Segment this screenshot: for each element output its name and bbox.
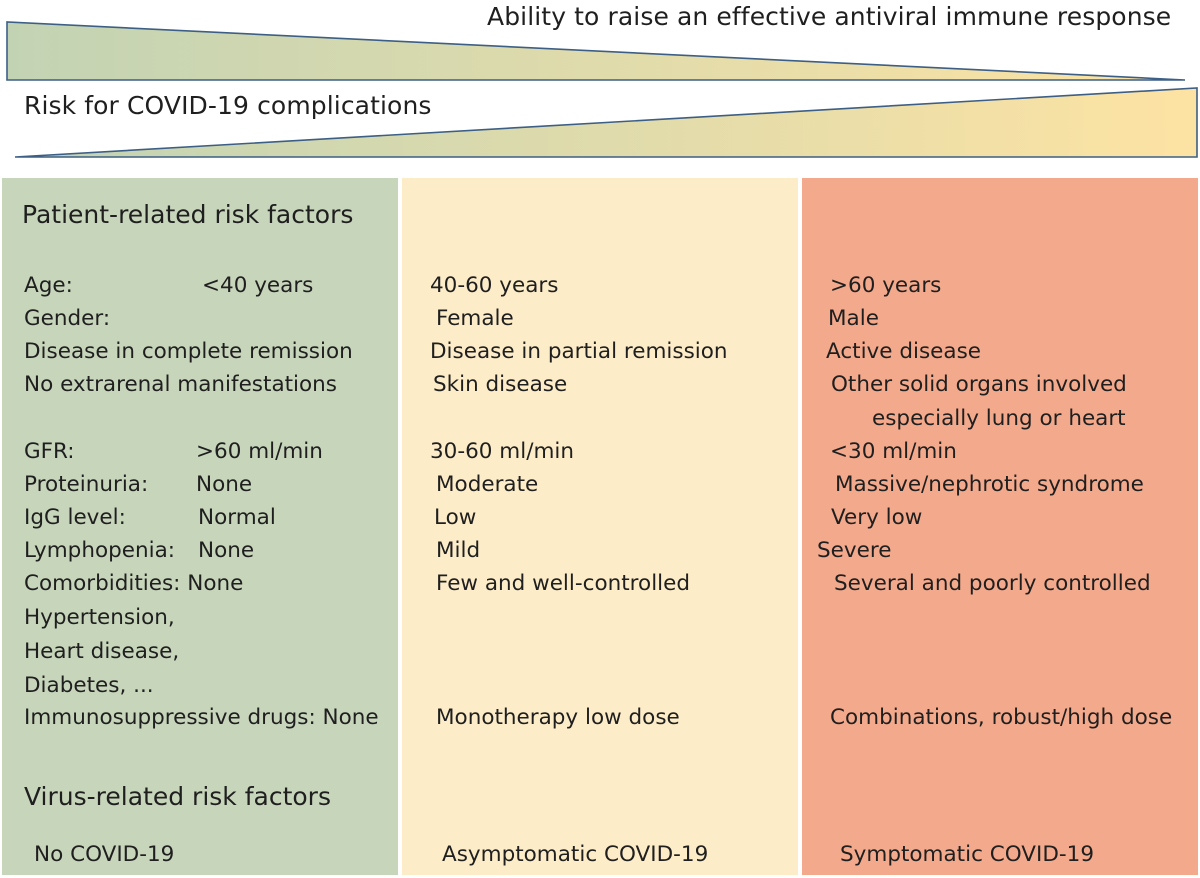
immune-response-label: Ability to raise an effective antiviral …: [487, 2, 1172, 31]
low-comorbidities: Comorbidities: None: [24, 571, 244, 596]
age-label: Age:: [24, 273, 73, 298]
mid-gender-value: Female: [436, 306, 514, 331]
high-gfr-value: <30 ml/min: [830, 439, 957, 464]
mid-immunosuppressive-drugs: Monotherapy low dose: [436, 705, 680, 730]
mid-virus-status: Asymptomatic COVID-19: [442, 842, 709, 867]
patient-factors-heading: Patient-related risk factors: [22, 200, 354, 229]
low-age-value: <40 years: [202, 273, 314, 298]
comorbidity-heart-disease: Heart disease,: [24, 639, 180, 664]
low-igg-value: Normal: [198, 505, 276, 530]
mid-igg-value: Low: [434, 505, 477, 530]
proteinuria-label: Proteinuria:: [24, 472, 149, 497]
high-age-value: >60 years: [830, 273, 942, 298]
low-risk-panel: [2, 178, 398, 875]
low-virus-status: No COVID-19: [34, 842, 175, 867]
covid-risk-wedge: [14, 87, 1198, 158]
moderate-risk-panel: [402, 178, 798, 875]
low-immunosuppressive-drugs: Immunosuppressive drugs: None: [24, 705, 379, 730]
gfr-label: GFR:: [24, 439, 75, 464]
high-proteinuria-value: Massive/nephrotic syndrome: [835, 472, 1144, 497]
high-manifestations-detail: especially lung or heart: [872, 406, 1126, 431]
high-immunosuppressive-drugs: Combinations, robust/high dose: [830, 705, 1173, 730]
low-gfr-value: >60 ml/min: [196, 439, 323, 464]
high-igg-value: Very low: [831, 505, 923, 530]
high-gender-value: Male: [828, 306, 879, 331]
low-manifestations: No extrarenal manifestations: [24, 372, 337, 397]
lymphopenia-label: Lymphopenia:: [24, 538, 175, 563]
igg-label: IgG level:: [24, 505, 126, 530]
gender-label: Gender:: [24, 306, 111, 331]
mid-gfr-value: 30-60 ml/min: [430, 439, 575, 464]
virus-factors-heading: Virus-related risk factors: [24, 782, 331, 811]
gradient-wedges: [6, 21, 1198, 158]
low-remission: Disease in complete remission: [24, 339, 353, 364]
high-lymphopenia-value: Severe: [817, 538, 892, 563]
comorbidity-hypertension: Hypertension,: [24, 605, 175, 630]
mid-age-value: 40-60 years: [430, 273, 559, 298]
high-comorbidities: Several and poorly controlled: [834, 571, 1151, 596]
high-risk-panel: [802, 178, 1198, 875]
comorbidity-diabetes: Diabetes, ...: [24, 673, 154, 698]
mid-manifestations: Skin disease: [433, 372, 568, 397]
high-virus-status: Symptomatic COVID-19: [840, 842, 1095, 867]
mid-lymphopenia-value: Mild: [436, 538, 481, 563]
low-lymphopenia-value: None: [198, 538, 255, 563]
covid-risk-label: Risk for COVID-19 complications: [24, 91, 432, 120]
mid-proteinuria-value: Moderate: [436, 472, 539, 497]
mid-comorbidities: Few and well-controlled: [436, 571, 691, 596]
low-proteinuria-value: None: [196, 472, 253, 497]
mid-remission: Disease in partial remission: [430, 339, 728, 364]
immune-response-wedge: [6, 21, 1186, 81]
high-manifestations: Other solid organs involved: [831, 372, 1127, 397]
high-remission: Active disease: [826, 339, 981, 364]
